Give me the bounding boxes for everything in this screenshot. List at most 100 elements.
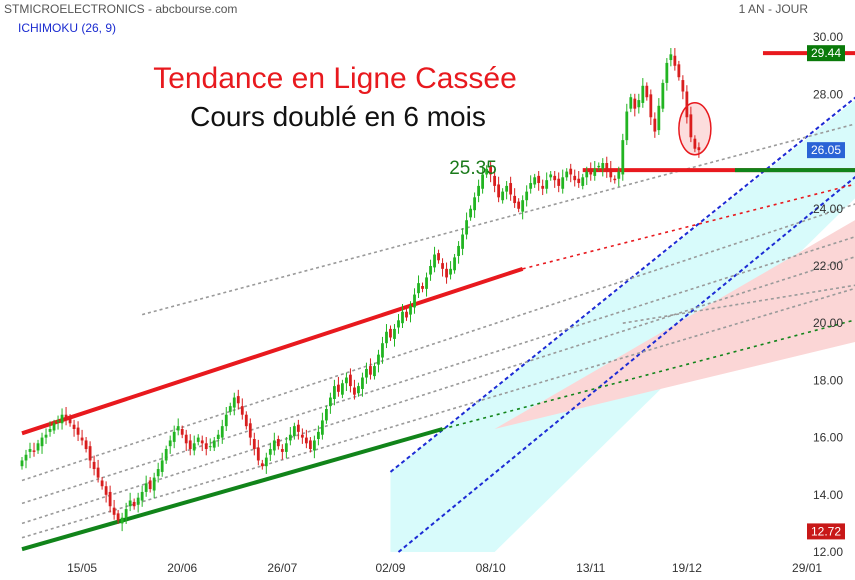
candle-body xyxy=(176,426,180,431)
price-tag xyxy=(807,45,845,62)
candle-body xyxy=(325,408,328,421)
candle-body xyxy=(357,386,360,394)
x-tick-label: 08/10 xyxy=(476,561,506,575)
candle-body xyxy=(60,414,64,424)
candle-body xyxy=(104,486,108,495)
candle-body xyxy=(24,454,28,461)
candle-body xyxy=(661,82,665,109)
candle-body xyxy=(264,457,268,467)
price-tag-label: 26.05 xyxy=(811,143,841,157)
candle-body xyxy=(581,177,585,186)
candle-body xyxy=(413,294,416,308)
channel-upper-line xyxy=(389,96,855,473)
fan-line-2 xyxy=(21,235,855,505)
candle-body xyxy=(184,434,188,444)
candle-body xyxy=(96,467,100,478)
y-tick-label: 28.00 xyxy=(813,87,843,101)
chart-title: STMICROELECTRONICS - abcbourse.com xyxy=(4,2,238,16)
candle-body xyxy=(481,174,485,189)
candle-body xyxy=(92,461,96,470)
candle-body xyxy=(577,178,581,184)
candle-body xyxy=(557,178,561,186)
price-tag-label: 12.72 xyxy=(811,524,841,538)
candle-body xyxy=(485,168,489,175)
candle-body xyxy=(449,268,452,275)
candle-body xyxy=(28,449,32,452)
candle-body xyxy=(505,185,509,192)
candle-body xyxy=(80,437,84,441)
candle-body xyxy=(649,94,653,118)
candle-body xyxy=(252,439,256,450)
candle-body xyxy=(461,234,464,249)
y-tick-label: 12.00 xyxy=(813,545,843,559)
candle-body xyxy=(433,254,436,268)
candle-body xyxy=(405,311,408,318)
candle-body xyxy=(268,449,272,455)
candle-body xyxy=(88,446,92,461)
candle-body xyxy=(44,434,48,438)
candle-body xyxy=(48,429,52,432)
candle-body xyxy=(533,177,537,185)
candle-body xyxy=(401,311,404,324)
candle-body xyxy=(629,97,633,109)
candle-body xyxy=(613,178,617,181)
candle-body xyxy=(597,165,601,168)
candle-body xyxy=(609,168,613,178)
candle-body xyxy=(152,477,156,491)
candle-body xyxy=(68,417,72,424)
candle-body xyxy=(345,377,348,384)
candle-body xyxy=(441,263,444,269)
candle-body xyxy=(585,171,589,178)
candle-body xyxy=(140,491,144,501)
candle-body xyxy=(112,507,116,515)
candle-body xyxy=(517,201,521,209)
candle-body xyxy=(673,55,677,66)
channel-lower-line xyxy=(397,175,855,553)
candle-body xyxy=(236,396,240,404)
candle-body xyxy=(192,443,196,451)
candle-body xyxy=(156,469,160,477)
candle-body xyxy=(493,175,497,186)
candle-body xyxy=(108,491,112,507)
price-tag xyxy=(807,142,845,159)
candle-body xyxy=(180,429,184,435)
candle-body xyxy=(32,450,36,452)
candle-body xyxy=(561,177,565,189)
candle-body xyxy=(216,434,220,440)
candle-body xyxy=(489,165,493,175)
candle-body xyxy=(120,517,124,524)
candle-body xyxy=(84,440,88,450)
candle-body xyxy=(288,434,292,441)
candle-body xyxy=(136,497,140,505)
chart-period: 1 AN - JOUR xyxy=(738,2,808,16)
candle-body xyxy=(393,328,396,339)
candle-body xyxy=(260,463,264,467)
candle-body xyxy=(200,440,204,444)
candle-body xyxy=(689,114,693,138)
candle-body xyxy=(280,449,284,452)
candle-body xyxy=(208,446,212,448)
candle-body xyxy=(681,80,685,92)
candle-body xyxy=(337,384,340,392)
candle-body xyxy=(40,437,44,447)
candle-body xyxy=(132,501,136,507)
candle-body xyxy=(497,184,501,198)
rising-channel-fill xyxy=(390,100,855,552)
rising-support-ext-line xyxy=(442,319,855,430)
candle-body xyxy=(513,195,517,204)
candle-body xyxy=(320,420,324,435)
candle-body xyxy=(521,200,525,212)
candle-body xyxy=(353,387,356,395)
x-tick-label: 13/11 xyxy=(576,561,605,575)
candle-body xyxy=(329,397,332,407)
indicator-label: ICHIMOKU (26, 9) xyxy=(18,21,117,35)
candle-body xyxy=(653,118,657,132)
y-tick-label: 22.00 xyxy=(813,259,843,273)
candle-body xyxy=(333,386,336,399)
fan-line-1 xyxy=(21,203,855,482)
break-circle xyxy=(678,101,712,156)
candle-body xyxy=(341,383,344,395)
candle-body xyxy=(645,85,649,98)
candle-body xyxy=(56,420,60,422)
